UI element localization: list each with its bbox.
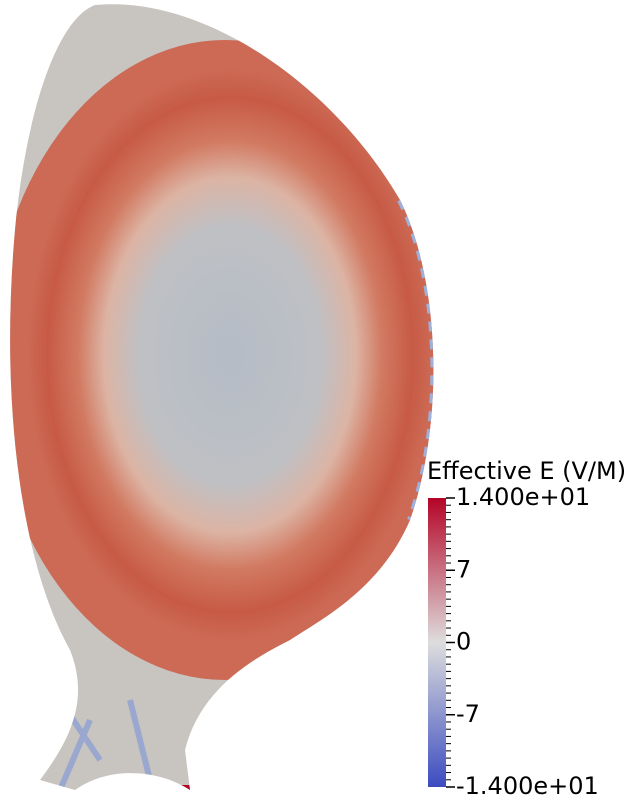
field-hotspot [165,785,190,791]
field-plot [10,4,434,791]
colorbar-tick-label: -1.400e+01 [456,772,599,797]
colorbar-tick-label: 7 [456,555,471,583]
field-core [10,40,434,680]
colorbar-tick-label: -7 [456,700,480,728]
colorbar: -1.400e+01 -7 0 7 1.400e+01 [428,483,599,797]
colorbar-gradient [428,498,446,787]
field-edge [397,198,434,521]
colorbar-tick-label: 1.400e+01 [456,483,590,511]
colorbar-tick-label: 0 [456,628,471,656]
colorbar-title: Effective E (V/M) [427,457,626,485]
